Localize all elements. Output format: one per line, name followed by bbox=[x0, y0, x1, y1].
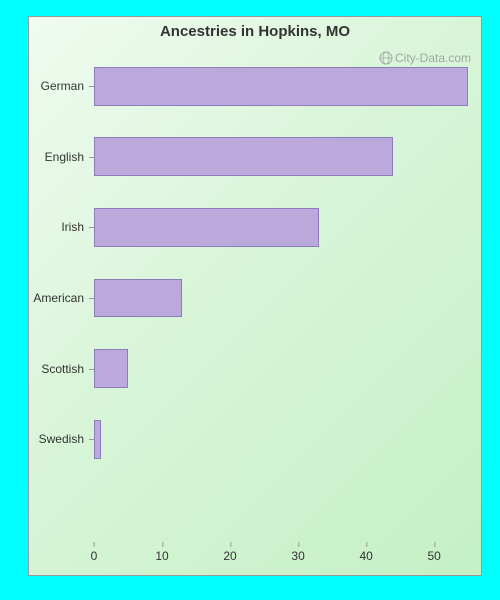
bar bbox=[94, 208, 319, 247]
x-tick: 30 bbox=[291, 549, 304, 563]
bar bbox=[94, 349, 128, 388]
bar bbox=[94, 420, 101, 459]
bar bbox=[94, 67, 468, 106]
y-label: Swedish bbox=[39, 432, 84, 446]
x-tick: 40 bbox=[359, 549, 372, 563]
y-label: Scottish bbox=[41, 362, 84, 376]
y-axis: German English Irish American Scottish Swedis… bbox=[29, 51, 94, 545]
y-tick-mark bbox=[89, 298, 94, 299]
y-tick-mark bbox=[89, 86, 94, 87]
x-tick: 0 bbox=[91, 549, 98, 563]
x-axis: 0 10 20 30 40 50 bbox=[94, 545, 475, 569]
x-tick: 20 bbox=[223, 549, 236, 563]
y-label: English bbox=[45, 150, 84, 164]
y-tick-mark bbox=[89, 369, 94, 370]
y-label: American bbox=[33, 291, 84, 305]
y-tick-mark bbox=[89, 227, 94, 228]
x-tick: 50 bbox=[427, 549, 440, 563]
x-tick: 10 bbox=[155, 549, 168, 563]
y-tick-mark bbox=[89, 439, 94, 440]
chart-container: Ancestries in Hopkins, MO City-Data.com … bbox=[28, 16, 482, 576]
chart-title: Ancestries in Hopkins, MO bbox=[29, 23, 481, 40]
bar bbox=[94, 137, 393, 176]
y-label: Irish bbox=[61, 220, 84, 234]
bar bbox=[94, 279, 182, 318]
plot-area bbox=[94, 51, 475, 545]
y-label: German bbox=[41, 79, 84, 93]
y-tick-mark bbox=[89, 157, 94, 158]
